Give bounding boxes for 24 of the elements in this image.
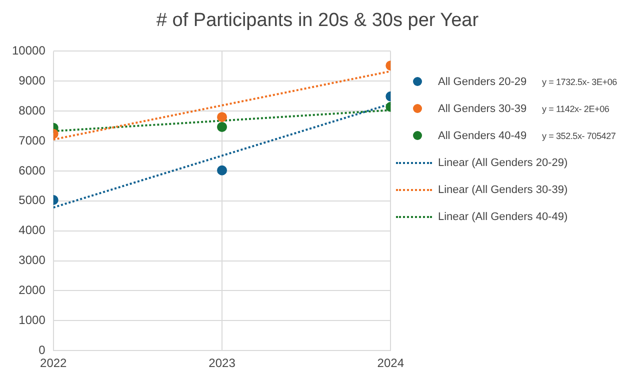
text: y = 1732.5x- 3E+06 (542, 76, 617, 86)
y-tick-label: 8000 (18, 103, 46, 118)
y-tick-label: 3000 (18, 253, 46, 268)
y-tick-label: 5000 (18, 193, 46, 208)
x-tick-label: 2023 (208, 356, 236, 370)
x-tick-label: 2024 (377, 356, 404, 370)
text: y = 1142x- 2E+06 (542, 104, 610, 114)
y-tick-label: 6000 (18, 163, 46, 178)
text: y = 352.5x- 705427 (542, 130, 616, 140)
y-tick-label: 4000 (18, 223, 46, 238)
y-tick-label: 0 (38, 342, 46, 357)
legend-label: All Genders 40-49 (438, 130, 527, 142)
y-tick-label: 10000 (12, 44, 46, 58)
y-tick-label: 7000 (18, 133, 46, 148)
y-tick-label: 1000 (18, 312, 46, 327)
legend-label: All Genders 20-29 (438, 76, 527, 88)
y-tick-label: 2000 (18, 283, 46, 298)
legend-label: Linear (All Genders 30-39) (438, 184, 568, 196)
x-tick-label: 2022 (40, 356, 68, 370)
legend-label: All Genders 30-39 (438, 102, 527, 114)
legend-label: Linear (All Genders 40-49) (438, 210, 568, 222)
y-tick-label: 9000 (18, 73, 46, 88)
legend-label: Linear (All Genders 20-29) (438, 156, 568, 168)
chart-title: # of Participants in 20s & 30s per Year (155, 10, 480, 32)
